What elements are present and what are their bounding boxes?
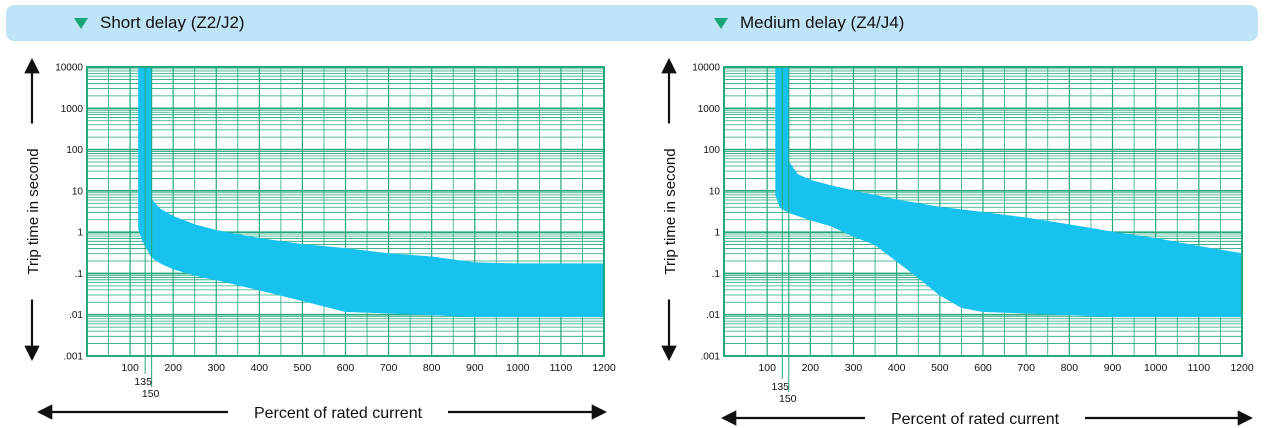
- header-item-short-delay: Short delay (Z2/J2): [74, 5, 245, 41]
- y-tick-label: 1000: [698, 104, 721, 115]
- marker-label-135: 135: [772, 381, 790, 393]
- y-tick-label: 1000: [61, 104, 84, 115]
- x-tick-label: 800: [423, 362, 441, 374]
- x-tick-label: 1000: [506, 362, 530, 374]
- y-tick-label: .001: [701, 352, 721, 363]
- x-tick-label: 100: [121, 362, 139, 374]
- y-tick-label: 1: [714, 228, 720, 239]
- y-tick-label: .001: [64, 352, 84, 363]
- x-tick-label: 300: [845, 362, 863, 374]
- chart-title-medium-delay: Medium delay (Z4/J4): [740, 13, 905, 32]
- triangle-down-icon: [714, 17, 728, 29]
- chart-title-short-delay: Short delay (Z2/J2): [100, 13, 245, 32]
- triangle-down-icon: [74, 17, 88, 29]
- header-item-medium-delay: Medium delay (Z4/J4): [714, 5, 904, 41]
- x-axis-label: Percent of rated current: [891, 411, 1060, 428]
- x-tick-label: 400: [251, 362, 269, 374]
- y-tick-label: .1: [75, 269, 84, 280]
- y-tick-label: 10000: [55, 63, 83, 74]
- x-tick-label: 1000: [1144, 362, 1168, 374]
- header-bar: Short delay (Z2/J2) Medium delay (Z4/J4): [6, 5, 1258, 41]
- x-tick-label: 900: [1104, 362, 1122, 374]
- x-tick-label: 700: [1017, 362, 1035, 374]
- y-tick-label: .01: [706, 310, 720, 321]
- x-tick-label: 1200: [592, 362, 616, 374]
- marker-label-135: 135: [134, 376, 152, 388]
- y-tick-label: .01: [69, 310, 83, 321]
- y-tick-label: 10: [72, 186, 84, 197]
- x-tick-label: 1100: [1188, 362, 1211, 374]
- y-tick-label: .1: [712, 269, 721, 280]
- x-tick-label: 200: [802, 362, 820, 374]
- plot-frame: [723, 66, 1243, 357]
- y-axis-label: Trip time in second: [662, 148, 679, 274]
- x-tick-label: 900: [466, 362, 484, 374]
- x-tick-label: 200: [164, 362, 182, 374]
- x-tick-label: 500: [294, 362, 312, 374]
- marker-label-150: 150: [142, 388, 160, 400]
- x-tick-label: 700: [380, 362, 398, 374]
- plot-frame: [86, 66, 605, 357]
- chart-short-delay: .001 .01 .1 1 10 100 1000 10000 100 200 300 400 500 6…: [24, 57, 616, 422]
- x-tick-label: 800: [1061, 362, 1079, 374]
- marker-label-150: 150: [779, 393, 797, 405]
- x-tick-label: 1200: [1230, 362, 1254, 374]
- x-tick-label: 600: [974, 362, 992, 374]
- x-tick-label: 600: [337, 362, 355, 374]
- x-tick-label: 500: [931, 362, 949, 374]
- x-axis-label: Percent of rated current: [254, 405, 423, 422]
- x-tick-label: 1100: [550, 362, 573, 374]
- y-tick-label: 10000: [692, 63, 720, 74]
- y-tick-label: 1: [77, 228, 83, 239]
- x-tick-label: 300: [207, 362, 225, 374]
- y-axis-label: Trip time in second: [25, 148, 42, 274]
- y-tick-label: 10: [709, 186, 721, 197]
- trip-band-area: [775, 66, 1243, 318]
- x-tick-label: 100: [758, 362, 776, 374]
- x-tick-label: 400: [888, 362, 906, 374]
- chart-medium-delay: .001 .01 .1 1 10 100 1000 10000 100 200 300 400 500 6…: [661, 57, 1254, 428]
- y-tick-label: 100: [703, 145, 720, 156]
- y-tick-label: 100: [66, 145, 83, 156]
